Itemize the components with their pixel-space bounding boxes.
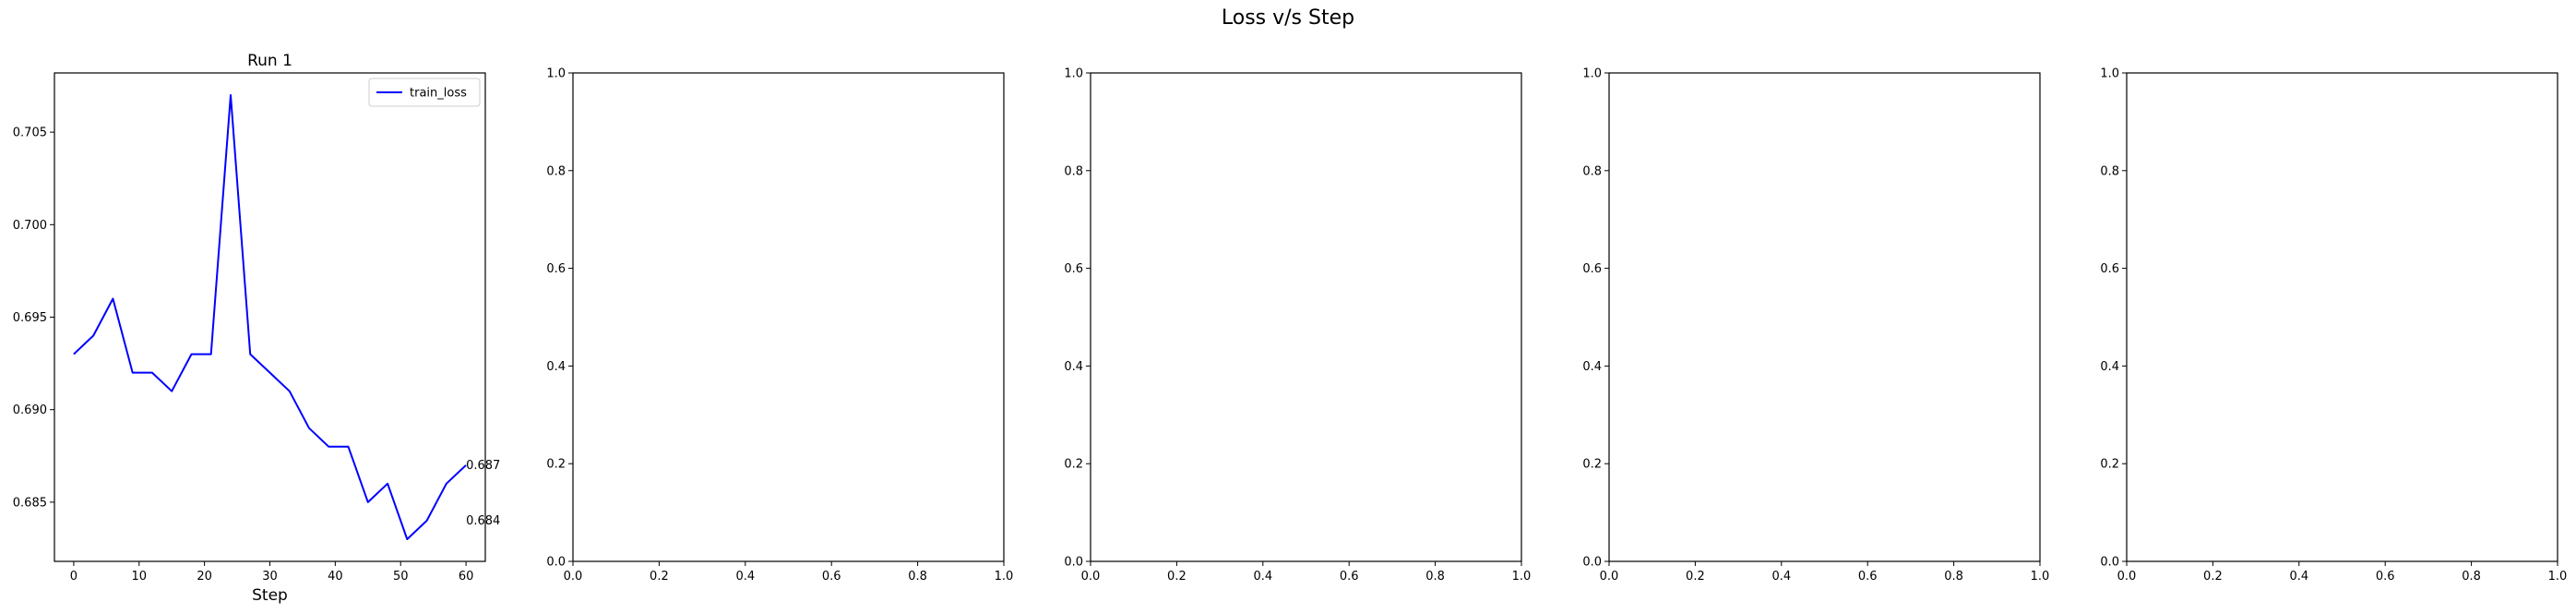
- y-tick-label: 0.2: [546, 458, 566, 472]
- axes-frame: [1090, 72, 1522, 562]
- x-tick-label: 0.8: [2462, 570, 2481, 584]
- axes-frame: [1608, 72, 2041, 562]
- x-tick-label: 0.0: [2117, 570, 2137, 584]
- x-axis-label: Step: [252, 586, 288, 605]
- x-tick-label: 1.0: [995, 570, 1014, 584]
- x-tick-label: 0.0: [564, 570, 583, 584]
- x-tick-label: 0.2: [650, 570, 669, 584]
- x-tick-label: 0.0: [1600, 570, 1619, 584]
- y-tick-label: 0.6: [1064, 262, 1083, 276]
- y-tick-label: 0.695: [13, 311, 47, 325]
- x-tick-label: 1.0: [2548, 570, 2568, 584]
- x-tick-label: 30: [262, 570, 278, 584]
- y-tick-label: 0.8: [546, 164, 566, 178]
- y-tick-label: 0.8: [1064, 164, 1083, 178]
- y-tick-label: 0.0: [2100, 556, 2119, 570]
- x-tick-label: 0.8: [908, 570, 927, 584]
- x-tick-label: 60: [459, 570, 474, 584]
- figure-title: Loss v/s Step: [1222, 6, 1354, 30]
- subplot-5: 0.0 0.2 0.4 0.6 0.8 1.0 0.0 0.2 0.4 0.6 0.8 1.0: [2100, 67, 2567, 584]
- legend-label: train_loss: [410, 87, 467, 101]
- y-tick-label: 1.0: [1064, 67, 1083, 81]
- x-tick-label: 0.8: [1425, 570, 1445, 584]
- subplot-4: 0.0 0.2 0.4 0.6 0.8 1.0 0.0 0.2 0.4 0.6 0.8 1.0: [1582, 67, 2049, 584]
- subplot-2: 0.0 0.2 0.4 0.6 0.8 1.0 0.0 0.2 0.4 0.6 0.8 1.0: [546, 67, 1013, 584]
- x-tick-label: 0.0: [1081, 570, 1101, 584]
- x-tick-label: 1.0: [2031, 570, 2050, 584]
- x-tick-label: 0.4: [1771, 570, 1791, 584]
- x-tick-label: 0.8: [1944, 570, 1963, 584]
- axes-frame: [572, 72, 1005, 562]
- y-tick-label: 0.685: [13, 496, 47, 510]
- subplot-3: 0.0 0.2 0.4 0.6 0.8 1.0 0.0 0.2 0.4 0.6 0.8 1.0: [1064, 67, 1531, 584]
- axes-frame: [54, 72, 486, 562]
- x-tick-label: 10: [131, 570, 147, 584]
- x-tick-label: 1.0: [1512, 570, 1532, 584]
- subplot-1: 0 10 20 30 40 50 60 0.685 0.690 0.695 0.700 0.705 Ru…: [13, 52, 501, 605]
- y-tick-label: 0.8: [2100, 164, 2119, 178]
- y-tick-label: 0.0: [546, 556, 566, 570]
- y-tick-label: 0.6: [546, 262, 566, 276]
- data-label: 0.684: [466, 514, 500, 528]
- x-tick-label: 0: [70, 570, 78, 584]
- x-tick-label: 0.4: [735, 570, 755, 584]
- y-tick-label: 0.2: [1064, 458, 1083, 472]
- y-tick-label: 0.4: [546, 360, 566, 374]
- x-tick-label: 0.6: [2376, 570, 2395, 584]
- x-tick-label: 0.2: [2203, 570, 2223, 584]
- y-tick-label: 0.8: [1582, 164, 1602, 178]
- y-tick-label: 0.705: [13, 126, 47, 140]
- axes-frame: [2126, 72, 2558, 562]
- x-tick-label: 50: [393, 570, 409, 584]
- y-tick-label: 0.2: [2100, 458, 2119, 472]
- subplot-title: Run 1: [247, 52, 292, 70]
- x-tick-label: 0.6: [822, 570, 841, 584]
- x-tick-label: 20: [197, 570, 212, 584]
- y-tick-label: 0.4: [2100, 360, 2119, 374]
- y-tick-label: 0.700: [13, 219, 47, 233]
- y-tick-label: 0.6: [2100, 262, 2119, 276]
- subplot-grid: 0 10 20 30 40 50 60 0.685 0.690 0.695 0.700 0.705 Ru…: [13, 52, 2568, 605]
- data-label: 0.687: [466, 459, 500, 473]
- x-tick-label: 0.6: [1340, 570, 1359, 584]
- legend: train_loss: [368, 78, 481, 107]
- y-tick-label: 1.0: [2100, 67, 2119, 81]
- y-tick-label: 0.690: [13, 403, 47, 417]
- x-tick-label: 0.4: [1253, 570, 1272, 584]
- x-tick-label: 40: [328, 570, 343, 584]
- x-tick-label: 0.4: [2289, 570, 2308, 584]
- x-tick-label: 0.2: [1686, 570, 1705, 584]
- y-tick-label: 0.2: [1582, 458, 1602, 472]
- x-tick-label: 0.6: [1858, 570, 1878, 584]
- y-tick-label: 0.4: [1582, 360, 1602, 374]
- legend-box: [368, 78, 481, 107]
- y-tick-label: 0.0: [1582, 556, 1602, 570]
- x-tick-label: 0.2: [1167, 570, 1187, 584]
- y-tick-label: 0.4: [1064, 360, 1083, 374]
- y-tick-label: 1.0: [546, 67, 566, 81]
- y-tick-label: 0.0: [1064, 556, 1083, 570]
- series-line-train_loss: [73, 94, 467, 540]
- y-tick-label: 0.6: [1582, 262, 1602, 276]
- y-tick-label: 1.0: [1582, 67, 1602, 81]
